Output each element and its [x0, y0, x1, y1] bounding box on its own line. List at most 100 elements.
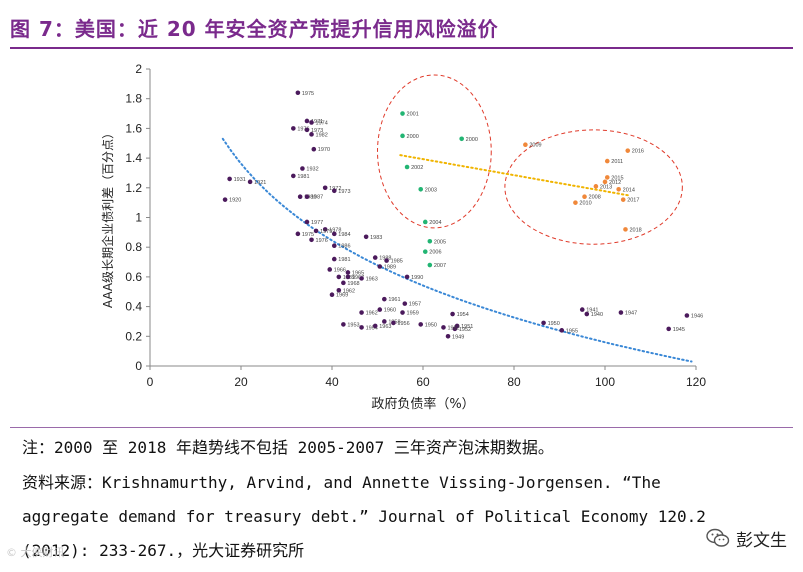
brand-name: 彭文生 — [736, 530, 787, 551]
point-label: 1985 — [391, 259, 403, 265]
data-point — [602, 179, 608, 185]
point-label: 1981 — [297, 174, 309, 180]
point-label: 1976 — [316, 238, 328, 244]
data-point — [541, 320, 546, 326]
data-point — [304, 118, 310, 124]
data-point — [322, 185, 328, 191]
point-label: 1953 — [347, 322, 359, 328]
x-tick-label: 40 — [325, 375, 339, 389]
data-point — [345, 274, 351, 280]
y-tick-label: 0.2 — [125, 329, 142, 343]
data-point — [336, 287, 342, 293]
y-tick-label: 2 — [135, 62, 142, 76]
data-point — [604, 175, 610, 180]
data-point — [329, 292, 335, 298]
point-label: 1960 — [384, 308, 396, 314]
wechat-icon — [706, 528, 730, 547]
point-label: 2011 — [611, 159, 623, 165]
y-tick-label: 0.8 — [125, 240, 142, 254]
point-label: 1952 — [459, 327, 471, 333]
point-label: 2009 — [529, 143, 541, 149]
point-label: 1963 — [366, 276, 378, 282]
data-point — [422, 219, 428, 225]
point-label: 1952 — [447, 325, 459, 331]
point-label: 1957 — [409, 302, 421, 308]
point-label: 2002 — [411, 165, 423, 171]
data-point — [573, 200, 578, 205]
highlight-ellipse — [504, 129, 683, 245]
point-label: 1975 — [302, 91, 314, 97]
data-point — [418, 322, 424, 327]
y-tick-label: 1.6 — [125, 121, 142, 135]
x-tick-label: 120 — [686, 375, 706, 389]
y-tick-label: 1.2 — [125, 181, 142, 195]
point-label: 1973 — [338, 189, 350, 195]
data-point — [372, 255, 378, 260]
data-point — [309, 237, 314, 243]
point-label: 1920 — [229, 198, 241, 204]
point-label: 1976 — [297, 126, 309, 132]
data-point — [593, 184, 599, 189]
data-point — [247, 179, 253, 185]
x-tick-label: 20 — [234, 375, 248, 389]
data-point — [584, 311, 590, 317]
point-label: 1955 — [566, 328, 578, 334]
point-label: 1949 — [452, 334, 464, 340]
point-label: 1977 — [311, 220, 323, 226]
point-label: 1963 — [379, 324, 391, 330]
point-label: 1947 — [625, 311, 637, 317]
point-label: 1974 — [316, 120, 328, 126]
point-label: 2005 — [434, 239, 446, 245]
y-tick-label: 0 — [135, 359, 142, 373]
data-point — [625, 148, 631, 153]
point-label: 2018 — [629, 227, 641, 233]
data-point — [297, 194, 303, 200]
data-point — [400, 111, 405, 116]
point-label: 1990 — [411, 275, 423, 281]
data-point — [341, 322, 346, 327]
point-label: 1951 — [461, 324, 473, 330]
data-point — [400, 310, 405, 315]
point-label: 2017 — [627, 198, 639, 204]
scatter-chart: 00.20.40.60.811.21.41.61.820 20 40 60 80 100 1… — [100, 62, 706, 412]
x-tick-label: 0 — [147, 375, 154, 389]
point-label: 1983 — [370, 235, 382, 241]
point-label: 1987 — [311, 195, 323, 201]
point-label: 1959 — [407, 311, 419, 317]
data-point — [400, 133, 405, 139]
data-point — [291, 173, 296, 179]
data-point — [384, 258, 389, 263]
point-label: 1969 — [336, 293, 348, 299]
point-label: 2001 — [407, 112, 419, 118]
title-rule — [10, 47, 793, 49]
data-point — [359, 310, 364, 315]
point-label: 2012 — [609, 180, 621, 186]
data-point — [359, 325, 364, 330]
point-label: 1962 — [343, 288, 355, 294]
point-label: 1967 — [352, 275, 364, 281]
data-point — [404, 274, 410, 280]
data-point — [336, 274, 342, 280]
y-tick-label: 0.4 — [125, 300, 142, 314]
data-point — [311, 146, 317, 152]
data-point — [391, 320, 396, 326]
data-point — [331, 188, 337, 194]
data-point — [341, 280, 346, 286]
watermark: © 大侠财讯 — [6, 546, 65, 559]
point-label: 1932 — [306, 166, 318, 172]
source-line-1: 资料来源：Krishnamurthy, Arvind, and Annette … — [22, 473, 661, 492]
point-label: 1962 — [366, 311, 378, 317]
point-label: 1979 — [320, 229, 332, 235]
y-tick-label: 0.6 — [125, 270, 142, 284]
data-point — [382, 319, 387, 324]
data-point — [382, 296, 387, 302]
x-axis-label: 政府负债率（%） — [371, 396, 474, 412]
trendline — [399, 154, 629, 197]
point-label: 2014 — [623, 187, 635, 193]
point-label: 1945 — [673, 327, 685, 333]
point-label: 1954 — [366, 325, 378, 331]
data-point — [427, 262, 433, 268]
data-point — [363, 234, 369, 240]
data-point — [377, 264, 383, 269]
